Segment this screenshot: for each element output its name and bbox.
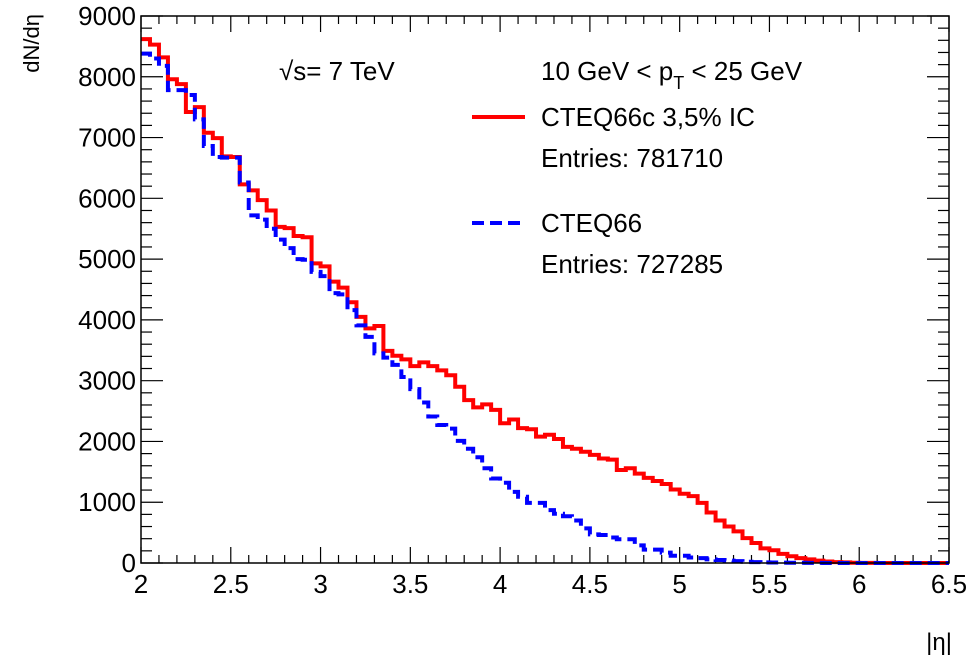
y-tick-label: 5000 bbox=[78, 244, 136, 274]
series-line-cteq66c-ic bbox=[141, 37, 949, 565]
pt-range-suffix: < 25 GeV bbox=[684, 56, 802, 86]
x-tick-labels: 2 2.5 3 3.5 4 4.5 5 5.5 6 6.5 bbox=[134, 569, 967, 599]
y-tick-label: 2000 bbox=[78, 426, 136, 456]
y-tick-labels: 0 1000 2000 3000 4000 5000 6000 7000 8000 9000 bbox=[78, 1, 136, 578]
pt-range-prefix: 10 GeV < p bbox=[541, 56, 673, 86]
pt-range-annotation: 10 GeV < pT < 25 GeV bbox=[541, 56, 803, 93]
x-tick-label: 5.5 bbox=[751, 569, 787, 599]
plot-frame bbox=[140, 15, 950, 564]
y-tick-label: 6000 bbox=[78, 183, 136, 213]
y-axis-label: dN/dη bbox=[19, 14, 44, 73]
x-tick-label: 6.5 bbox=[931, 569, 967, 599]
x-tick-label: 4.5 bbox=[572, 569, 608, 599]
legend: CTEQ66c 3,5% IC Entries: 781710 CTEQ66 E… bbox=[472, 102, 755, 279]
x-tick-label: 3.5 bbox=[392, 569, 428, 599]
legend-label-cteq66: CTEQ66 bbox=[541, 208, 642, 238]
y-tick-label: 9000 bbox=[78, 1, 136, 31]
x-tick-label: 4 bbox=[493, 569, 507, 599]
x-axis-label: |η| bbox=[926, 629, 952, 656]
y-tick-label: 8000 bbox=[78, 62, 136, 92]
y-tick-label: 3000 bbox=[78, 366, 136, 396]
y-tick-label: 7000 bbox=[78, 123, 136, 153]
x-tick-label: 2 bbox=[134, 569, 148, 599]
y-tick-label: 0 bbox=[122, 548, 136, 578]
x-tick-label: 6 bbox=[852, 569, 866, 599]
legend-label-ic: CTEQ66c 3,5% IC bbox=[541, 102, 755, 132]
x-tick-label: 5 bbox=[672, 569, 686, 599]
axis-ticks bbox=[140, 15, 950, 564]
sqrt-s-annotation: √s= 7 TeV bbox=[279, 56, 395, 86]
y-tick-label: 4000 bbox=[78, 305, 136, 335]
legend-entries-cteq66: Entries: 727285 bbox=[541, 249, 723, 279]
pt-range-subscript: T bbox=[673, 73, 684, 93]
legend-entries-ic: Entries: 781710 bbox=[541, 143, 723, 173]
y-tick-label: 1000 bbox=[78, 487, 136, 517]
x-tick-label: 2.5 bbox=[213, 569, 249, 599]
x-tick-label: 3 bbox=[313, 569, 327, 599]
